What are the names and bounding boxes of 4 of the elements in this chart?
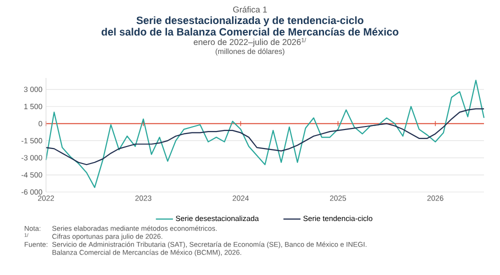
line-series	[45, 80, 485, 188]
text: Gráfica 1	[233, 6, 267, 13]
chart-subtitle: enero de 2022–julio de 2026$^{1/}$	[194, 38, 306, 47]
chart-title: Serie desestacionalizada y de tendencia-ciclo del saldo de la Balanza Comercial de Mercancías de México	[102, 16, 398, 36]
